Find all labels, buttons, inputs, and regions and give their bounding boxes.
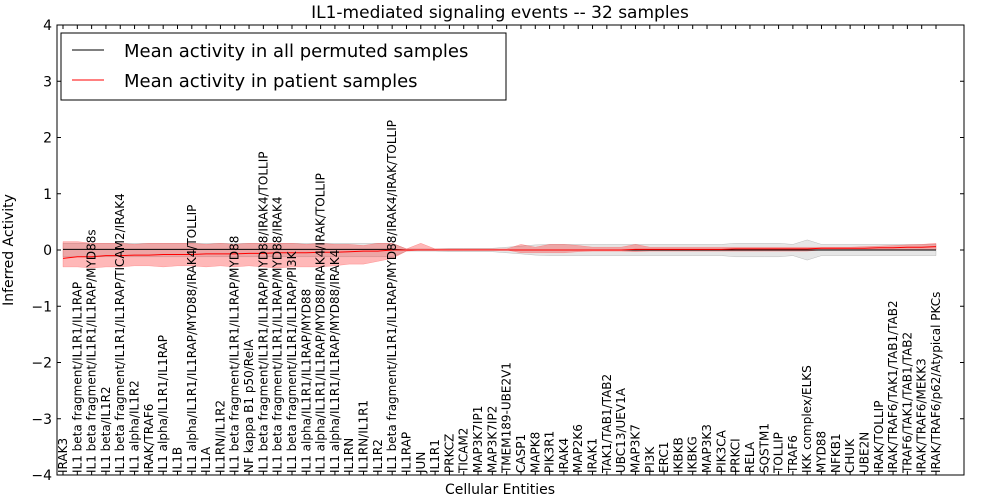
x-tick-label: IL1RN/IL1R2 [213, 400, 227, 473]
line-patient [62, 246, 937, 259]
x-tick-label: MAPK8 [528, 432, 542, 473]
x-tick-label: IL1 alpha/IL1R2 [128, 380, 142, 473]
x-tick-labels: IRAK3 IL1 beta fragment/IL1R1/IL1RAP IL1 b… [56, 120, 943, 474]
x-tick-label: PI3K [643, 446, 657, 473]
y-tick-label: 0 [43, 243, 52, 259]
x-tick-label: MYD88 [815, 431, 829, 473]
legend: Mean activity in all permuted samples Mea… [60, 32, 507, 101]
y-tick-label: −2 [31, 356, 52, 372]
x-tick-label: IL1RN [342, 438, 356, 473]
y-tick-label: 2 [43, 131, 52, 147]
x-tick-label: IL1 alpha/IL1R1/IL1RAP/MYD88/IRAK4/IRAK/… [314, 173, 328, 473]
x-tick-label: UBC13/UEV1A [614, 387, 628, 473]
x-tick-label: MAP3K3 [700, 424, 714, 473]
x-tick-label: IL1 beta fragment/IL1R1/IL1RAP/MYD88 [228, 236, 242, 473]
x-tick-label: IL1 beta fragment/IL1R1/IL1RAP/TICAM2/IR… [113, 193, 127, 473]
x-tick-label: IRAK/TRAF6/MEKK3 [915, 358, 929, 473]
plot-frame [56, 24, 965, 476]
x-tick-label: TAK1/TAB1/TAB2 [600, 374, 614, 474]
y-tick-label: −3 [31, 412, 52, 428]
chart-title: IL1-mediated signaling events -- 32 samp… [311, 3, 689, 23]
x-axis-label: Cellular Entities [445, 482, 555, 498]
x-tick-label: PRKCZ [442, 434, 456, 473]
x-tick-label: IRAK3 [56, 438, 70, 473]
x-tick-label: MAP3K7IP2 [485, 406, 499, 473]
x-tick-label: IL1RN/IL1R1 [357, 400, 371, 473]
x-tick-label: IL1 beta fragment/IL1R1/IL1RAP/PI3K [285, 250, 299, 473]
x-tick-label: NFKB1 [829, 433, 843, 473]
x-tick-label: IRAK/TRAF6 [142, 404, 156, 473]
x-tick-label: IRAK1 [586, 438, 600, 473]
y-tick-label: 3 [43, 74, 52, 90]
y-tick-label: −1 [31, 299, 52, 315]
x-tick-label: RELA [743, 441, 757, 473]
x-tick-label: IL1 beta fragment/IL1R1/IL1RAP [70, 282, 84, 473]
x-tick-label: IL1 beta fragment/IL1R1/IL1RAP/MYD88/IRA… [256, 152, 270, 473]
y-tick-label: −4 [31, 468, 52, 484]
x-tick-label: IL1 beta fragment/IL1R1/IL1RAP/MYD88s [85, 229, 99, 473]
x-tick-label: IRAK/TOLLIP [872, 401, 886, 473]
x-tick-label: MAP2K6 [571, 424, 585, 473]
y-tick-label: 1 [43, 187, 52, 203]
x-tick-label: SQSTM1 [757, 423, 771, 473]
x-tick-label: TMEM189-UBE2V1 [500, 362, 514, 474]
x-tick-label: JUN [414, 452, 428, 474]
x-tick-label: TICAM2 [457, 428, 471, 474]
x-tick-label: TRAF6 [786, 435, 800, 474]
legend-label: Mean activity in all permuted samples [124, 41, 468, 62]
x-tick-label: IL1R1 [428, 439, 442, 473]
x-tick-label: IKBKG [686, 436, 700, 473]
x-tick-label: IRAK4 [557, 438, 571, 473]
x-tick-label: IL1R2 [371, 439, 385, 473]
x-tick-label: NF kappa B1 p50/RelA [242, 339, 256, 473]
x-tick-label: CASP1 [514, 434, 528, 473]
x-tick-label: IL1A [199, 446, 213, 473]
x-tick-label: UBE2N [857, 432, 871, 473]
x-tick-label: IKK complex/ELKS [800, 365, 814, 473]
y-tick-label: 4 [43, 18, 52, 34]
x-tick-label: IL1 alpha/IL1R1/IL1RAP/MYD88/IRAK4/TOLLI… [185, 205, 199, 473]
x-tick-label: MAP3K7IP1 [471, 406, 485, 473]
x-tick-label: IL1RAP [400, 432, 414, 473]
series-lines [62, 246, 937, 259]
legend-label: Mean activity in patient samples [124, 71, 418, 92]
x-tick-label: PRKCI [729, 438, 743, 473]
x-tick-label: IL1B [171, 447, 185, 473]
x-tick-label: TRAF6/TAK1/TAB1/TAB2 [900, 332, 914, 474]
x-tick-label: IL1 alpha/IL1R1/IL1RAP [156, 335, 170, 473]
x-tick-label: IKBKB [671, 437, 685, 473]
x-tick-label: TOLLIP [772, 432, 786, 474]
x-tick-label: IL1 alpha/IL1R1/IL1RAP/MYD88/IRAK4 [328, 250, 342, 473]
axis-ticks: −4 −3 −2 −1 0 1 2 3 4 [31, 18, 964, 484]
x-tick-label: IRAK/TRAF6/TAK1/TAB1/TAB2 [886, 300, 900, 473]
x-tick-label: ERC1 [657, 442, 671, 473]
x-tick-label: IL1 beta/IL1R2 [99, 386, 113, 473]
x-tick-label: IL1 beta fragment/IL1R1/IL1RAP/MYD88/IRA… [271, 196, 285, 473]
x-tick-label: IRAK/TRAF6/p62/Atypical PKCs [929, 292, 943, 473]
x-tick-label: PIK3CA [714, 429, 728, 473]
legend-box [60, 32, 507, 101]
x-tick-label: PIK3R1 [543, 431, 557, 473]
x-tick-label: CHUK [843, 438, 857, 473]
y-axis-label: Inferred Activity [1, 194, 17, 306]
x-tick-label: IL1 beta fragment/IL1R1/IL1RAP/MYD88/IRA… [385, 120, 399, 473]
x-tick-label: MAP3K7 [629, 424, 643, 473]
x-tick-label: IL1 alpha/IL1R1/IL1RAP/MYD88 [299, 289, 313, 473]
